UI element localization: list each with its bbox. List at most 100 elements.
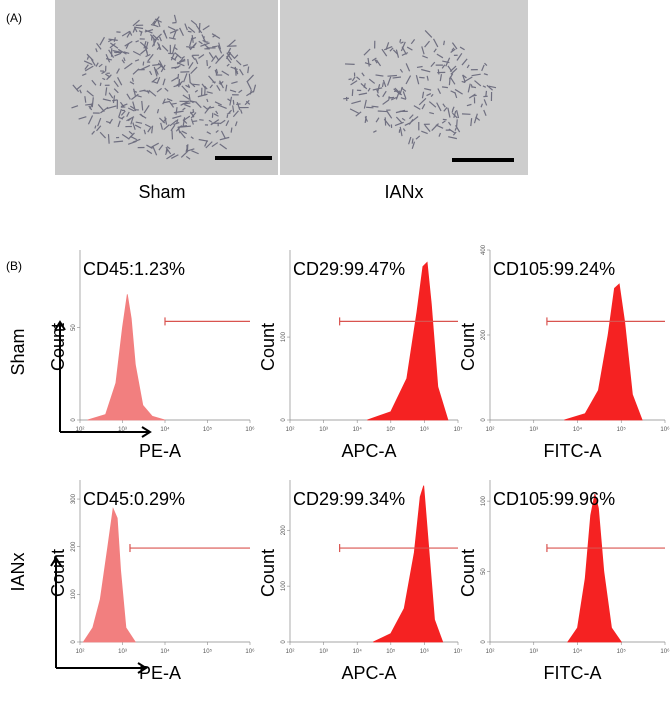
cell — [108, 134, 109, 144]
cell — [378, 111, 387, 112]
y-tick-label: 50 — [481, 568, 487, 575]
micrograph — [280, 0, 528, 175]
y-tick-label: 100 — [281, 580, 287, 591]
cell — [449, 78, 450, 85]
x-tick-label: 10⁵ — [203, 426, 213, 433]
x-tick-label: 10³ — [319, 649, 328, 655]
cell — [186, 47, 194, 48]
image-caption: Sham — [138, 182, 185, 202]
x-tick-label: 10⁵ — [617, 648, 627, 655]
cell — [188, 59, 189, 66]
y-tick-label: 0 — [281, 640, 287, 644]
x-axis-label: FITC-A — [544, 663, 602, 683]
x-tick-label: 10³ — [118, 427, 127, 433]
cell — [227, 115, 228, 118]
x-tick-label: 10⁴ — [160, 426, 170, 433]
y-axis-label: Count — [48, 323, 68, 371]
cell — [236, 104, 240, 105]
cell — [193, 121, 198, 122]
x-tick-label: 10⁷ — [454, 426, 463, 433]
y-tick-label: 100 — [71, 589, 77, 600]
panel-label: (A) — [6, 11, 22, 25]
cell — [207, 60, 208, 66]
x-tick-label: 10⁶ — [245, 648, 255, 655]
cell — [95, 126, 96, 129]
x-tick-label: 10⁶ — [420, 426, 430, 433]
cell — [387, 75, 396, 76]
histogram — [373, 486, 443, 642]
x-tick-label: 10⁴ — [573, 648, 583, 655]
cell — [419, 77, 424, 78]
image-caption: IANx — [384, 182, 423, 202]
x-tick-label: 10³ — [529, 649, 538, 655]
cell — [143, 62, 144, 66]
histogram — [564, 284, 642, 420]
cell — [199, 23, 200, 33]
y-axis-label: Count — [458, 323, 478, 371]
cell — [205, 86, 206, 95]
x-axis-label: APC-A — [341, 663, 396, 683]
cell — [212, 46, 217, 47]
y-axis-label: Count — [258, 549, 278, 597]
x-axis-label: FITC-A — [544, 441, 602, 461]
cell — [471, 118, 472, 126]
y-tick-label: 200 — [71, 541, 77, 552]
cell — [231, 128, 232, 133]
x-tick-label: 10⁵ — [386, 426, 396, 433]
x-tick-label: 10² — [286, 427, 295, 433]
cell — [400, 39, 401, 43]
x-tick-label: 10² — [486, 427, 495, 433]
histogram-title: CD105:99.24% — [493, 259, 615, 279]
cell — [171, 103, 177, 104]
x-tick-label: 10⁶ — [245, 426, 255, 433]
cell — [438, 69, 439, 74]
cell — [442, 87, 448, 88]
y-tick-label: 50 — [71, 324, 77, 331]
x-tick-label: 10⁴ — [353, 648, 363, 655]
histogram-title: CD29:99.34% — [293, 489, 405, 509]
histogram — [367, 262, 448, 420]
x-tick-label: 10² — [76, 427, 85, 433]
x-tick-label: 10⁷ — [454, 648, 463, 655]
x-axis-label: PE-A — [139, 441, 181, 461]
y-tick-label: 0 — [481, 640, 487, 644]
y-tick-label: 0 — [71, 640, 77, 644]
y-axis-label: Count — [48, 549, 68, 597]
cell — [188, 31, 192, 32]
cell — [349, 79, 352, 80]
y-axis-label: Count — [458, 549, 478, 597]
x-tick-label: 10³ — [118, 649, 127, 655]
x-tick-label: 10⁶ — [420, 648, 430, 655]
cell — [343, 98, 349, 99]
y-tick-label: 300 — [71, 493, 77, 504]
x-tick-label: 10³ — [319, 427, 328, 433]
x-tick-label: 10² — [486, 649, 495, 655]
x-tick-label: 10⁵ — [203, 648, 213, 655]
y-tick-label: 400 — [481, 244, 487, 255]
x-tick-label: 10⁵ — [617, 426, 627, 433]
x-tick-label: 10³ — [529, 427, 538, 433]
cell — [372, 106, 379, 107]
y-tick-label: 100 — [481, 495, 487, 506]
histogram — [568, 494, 622, 642]
row-label: IANx — [8, 552, 28, 591]
cell — [366, 107, 373, 108]
cell — [189, 74, 190, 83]
y-tick-label: 200 — [481, 329, 487, 340]
cell — [457, 119, 458, 126]
y-tick-label: 200 — [281, 525, 287, 536]
histogram-title: CD45:0.29% — [83, 489, 185, 509]
x-axis-label: APC-A — [341, 441, 396, 461]
panel-label: (B) — [6, 259, 22, 273]
cell — [112, 100, 117, 101]
y-tick-label: 0 — [481, 418, 487, 422]
x-tick-label: 10⁵ — [386, 648, 396, 655]
y-tick-label: 0 — [71, 418, 77, 422]
histogram — [83, 509, 135, 642]
cell — [352, 89, 353, 96]
x-tick-label: 10² — [286, 649, 295, 655]
x-tick-label: 10⁴ — [160, 648, 170, 655]
cell — [178, 74, 179, 79]
x-tick-label: 10⁴ — [573, 426, 583, 433]
